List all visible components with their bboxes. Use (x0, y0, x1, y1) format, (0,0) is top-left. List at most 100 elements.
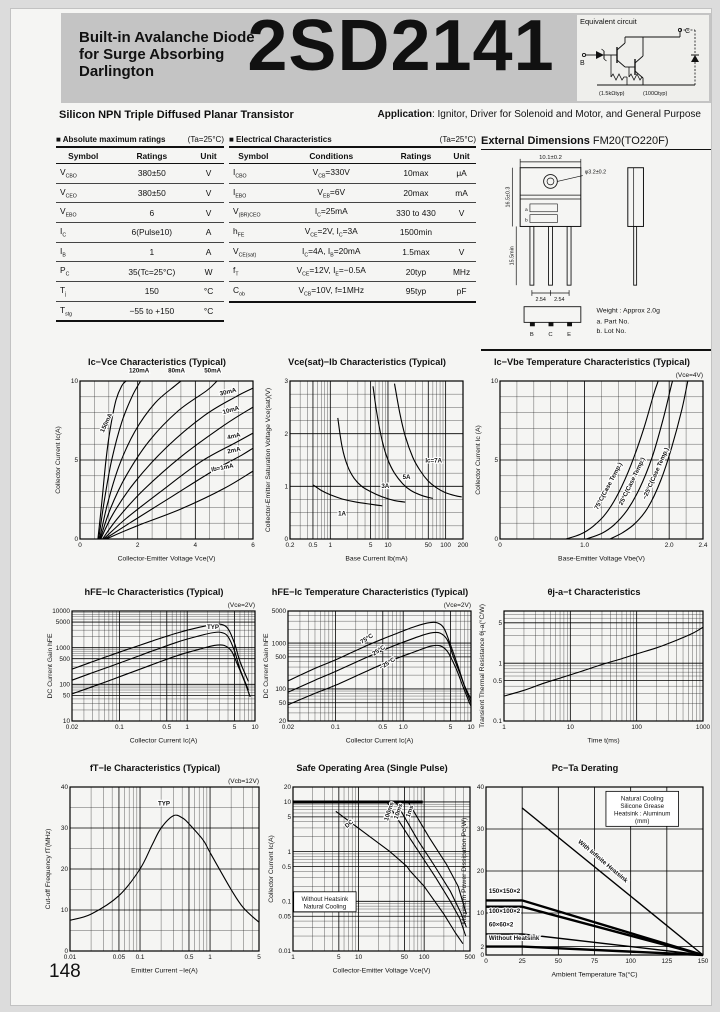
svg-text:1: 1 (287, 849, 291, 856)
lead-2 (548, 226, 553, 286)
column-header: Ratings (384, 146, 448, 164)
table-cell: 380±50 (110, 163, 194, 184)
equivalent-circuit-diagram: Equivalent circuit C B (580, 17, 699, 97)
svg-text:80mA: 80mA (168, 367, 185, 374)
column-header: Ratings (110, 146, 194, 164)
svg-text:10mA: 10mA (222, 405, 241, 417)
datasheet-page: Built-in Avalanche Diode for Surge Absor… (10, 8, 712, 1006)
svg-text:Time t(ms): Time t(ms) (587, 738, 619, 745)
svg-text:0: 0 (64, 948, 68, 955)
svg-text:1000: 1000 (56, 645, 71, 652)
svg-text:0.2: 0.2 (286, 542, 295, 549)
table-cell: VCE=2V, IC=3A (277, 222, 385, 243)
table-cell: VEBO (56, 202, 111, 224)
svg-text:5: 5 (449, 724, 453, 731)
abs-max-table: Symbol Ratings Unit VCBO 380±50 V VCEO 380±50 V V… (56, 146, 224, 323)
svg-text:5000: 5000 (272, 608, 287, 615)
svg-text:150mA: 150mA (99, 412, 114, 434)
svg-text:1: 1 (284, 484, 288, 491)
equivalent-circuit-title: Equivalent circuit (580, 17, 638, 26)
table-cell: VCEO (56, 183, 111, 204)
svg-text:50: 50 (63, 693, 71, 700)
table-cell: 10max (384, 163, 448, 184)
lot-no-note: b. Lot No. (596, 328, 626, 335)
svg-text:Cut-off Frequency fT(MHz): Cut-off Frequency fT(MHz) (45, 829, 52, 910)
svg-text:DC Current Gain hFE: DC Current Gain hFE (47, 633, 54, 698)
table-row: ICBO VCB=330V 10max μA (229, 163, 476, 184)
svg-text:150: 150 (698, 958, 709, 965)
svg-text:Without Heatsink: Without Heatsink (489, 935, 540, 942)
chart-vcesat-ib: 0.2 0.5 1 5 10 50 100 200 0 1 2 3 1A 3A 5A Ic=7A Vce(sat… (263, 355, 471, 568)
table-cell: VCBO (56, 163, 111, 184)
svg-text:Without Heatsink: Without Heatsink (301, 896, 349, 903)
svg-text:20: 20 (284, 784, 292, 791)
svg-text:Collector Current Ic(A): Collector Current Ic(A) (346, 738, 414, 745)
svg-text:10000: 10000 (52, 608, 70, 615)
svg-text:Natural Cooling: Natural Cooling (304, 903, 347, 910)
table-cell: VEB=6V (277, 183, 385, 204)
svg-text:Collector Current Ic (A): Collector Current Ic (A) (475, 425, 482, 495)
svg-text:5: 5 (494, 457, 498, 464)
svg-text:5: 5 (287, 814, 291, 821)
svg-text:Collector Current Ic(A): Collector Current Ic(A) (268, 835, 275, 903)
table-cell: 35(Tc=25°C) (110, 261, 194, 283)
table-cell: VCE(sat) (229, 242, 278, 263)
svg-text:20: 20 (61, 866, 69, 873)
application-text: : Ignitor, Driver for Solenoid and Motor… (431, 109, 701, 120)
svg-text:−25°C: −25°C (378, 656, 397, 672)
svg-text:10: 10 (355, 954, 363, 961)
table-cell: 1500min (384, 222, 448, 243)
svg-text:75: 75 (591, 958, 599, 965)
table-cell: MHz (447, 261, 476, 283)
svg-text:θj-a−t Characteristics: θj-a−t Characteristics (547, 587, 640, 597)
svg-text:0: 0 (284, 536, 288, 543)
table-cell: fT (229, 261, 278, 283)
svg-text:50: 50 (279, 700, 287, 707)
table-cell: IC (56, 222, 111, 243)
svg-text:50: 50 (401, 954, 409, 961)
table-cell: A (193, 222, 224, 243)
svg-text:30: 30 (477, 826, 485, 833)
svg-text:2mA: 2mA (227, 446, 242, 456)
external-dimensions-title: External Dimensions (481, 135, 590, 147)
svg-text:0.1: 0.1 (493, 718, 502, 725)
svg-text:Collector-Emitter Voltage Vce(: Collector-Emitter Voltage Vce(V) (333, 968, 431, 975)
chart-ft-ie: 0.01 0.05 0.1 0.5 1 5 0 10 20 30 40 TYP (Vcb=12V) fT−… (43, 761, 267, 980)
svg-text:50: 50 (425, 542, 433, 549)
svg-text:0.05: 0.05 (279, 913, 292, 920)
svg-text:2.0: 2.0 (665, 542, 674, 549)
dim-body-height: 16.5±0.3 (505, 187, 511, 208)
svg-text:0: 0 (498, 542, 502, 549)
table-row: hFE VCE=2V, IC=3A 1500min (229, 222, 476, 243)
svg-text:5: 5 (337, 954, 341, 961)
collector-terminal-label: C (685, 28, 690, 35)
svg-text:(Vce=4V): (Vce=4V) (676, 372, 703, 379)
table-row: VEBO 6 V (56, 202, 224, 224)
svg-text:0.01: 0.01 (64, 954, 77, 961)
svg-text:0.1: 0.1 (115, 724, 124, 731)
table-cell: Tstg (56, 301, 111, 323)
side-view (627, 167, 644, 227)
table-cell: V (193, 163, 224, 184)
table-cell: IC=25mA (277, 202, 385, 224)
chart-hfe-ic: 0.02 0.1 0.5 1 5 10 10 50 100 500 1000 5000 10000 TYP… (45, 585, 263, 750)
svg-text:20: 20 (477, 868, 485, 875)
resistor-1-value: (1.5kΩtyp) (599, 91, 625, 97)
table-cell: Tj (56, 281, 111, 302)
svg-text:500: 500 (59, 656, 70, 663)
svg-text:10: 10 (61, 907, 69, 914)
svg-text:5: 5 (257, 954, 261, 961)
resistor-1-icon (610, 73, 627, 81)
svg-text:2: 2 (480, 944, 484, 951)
lead-3 (566, 226, 572, 286)
package-name: FM20(TO220F) (592, 135, 669, 147)
svg-text:10: 10 (63, 718, 71, 725)
svg-text:100: 100 (625, 958, 636, 965)
svg-text:Transient Thermal Resistance θ: Transient Thermal Resistance θj-a(°C/W) (478, 604, 486, 728)
svg-text:1: 1 (502, 724, 506, 731)
table-cell: pF (447, 281, 476, 303)
svg-text:10: 10 (384, 542, 392, 549)
table-cell: W (193, 261, 224, 283)
table-cell: V (193, 202, 224, 224)
svg-text:100: 100 (631, 724, 642, 731)
